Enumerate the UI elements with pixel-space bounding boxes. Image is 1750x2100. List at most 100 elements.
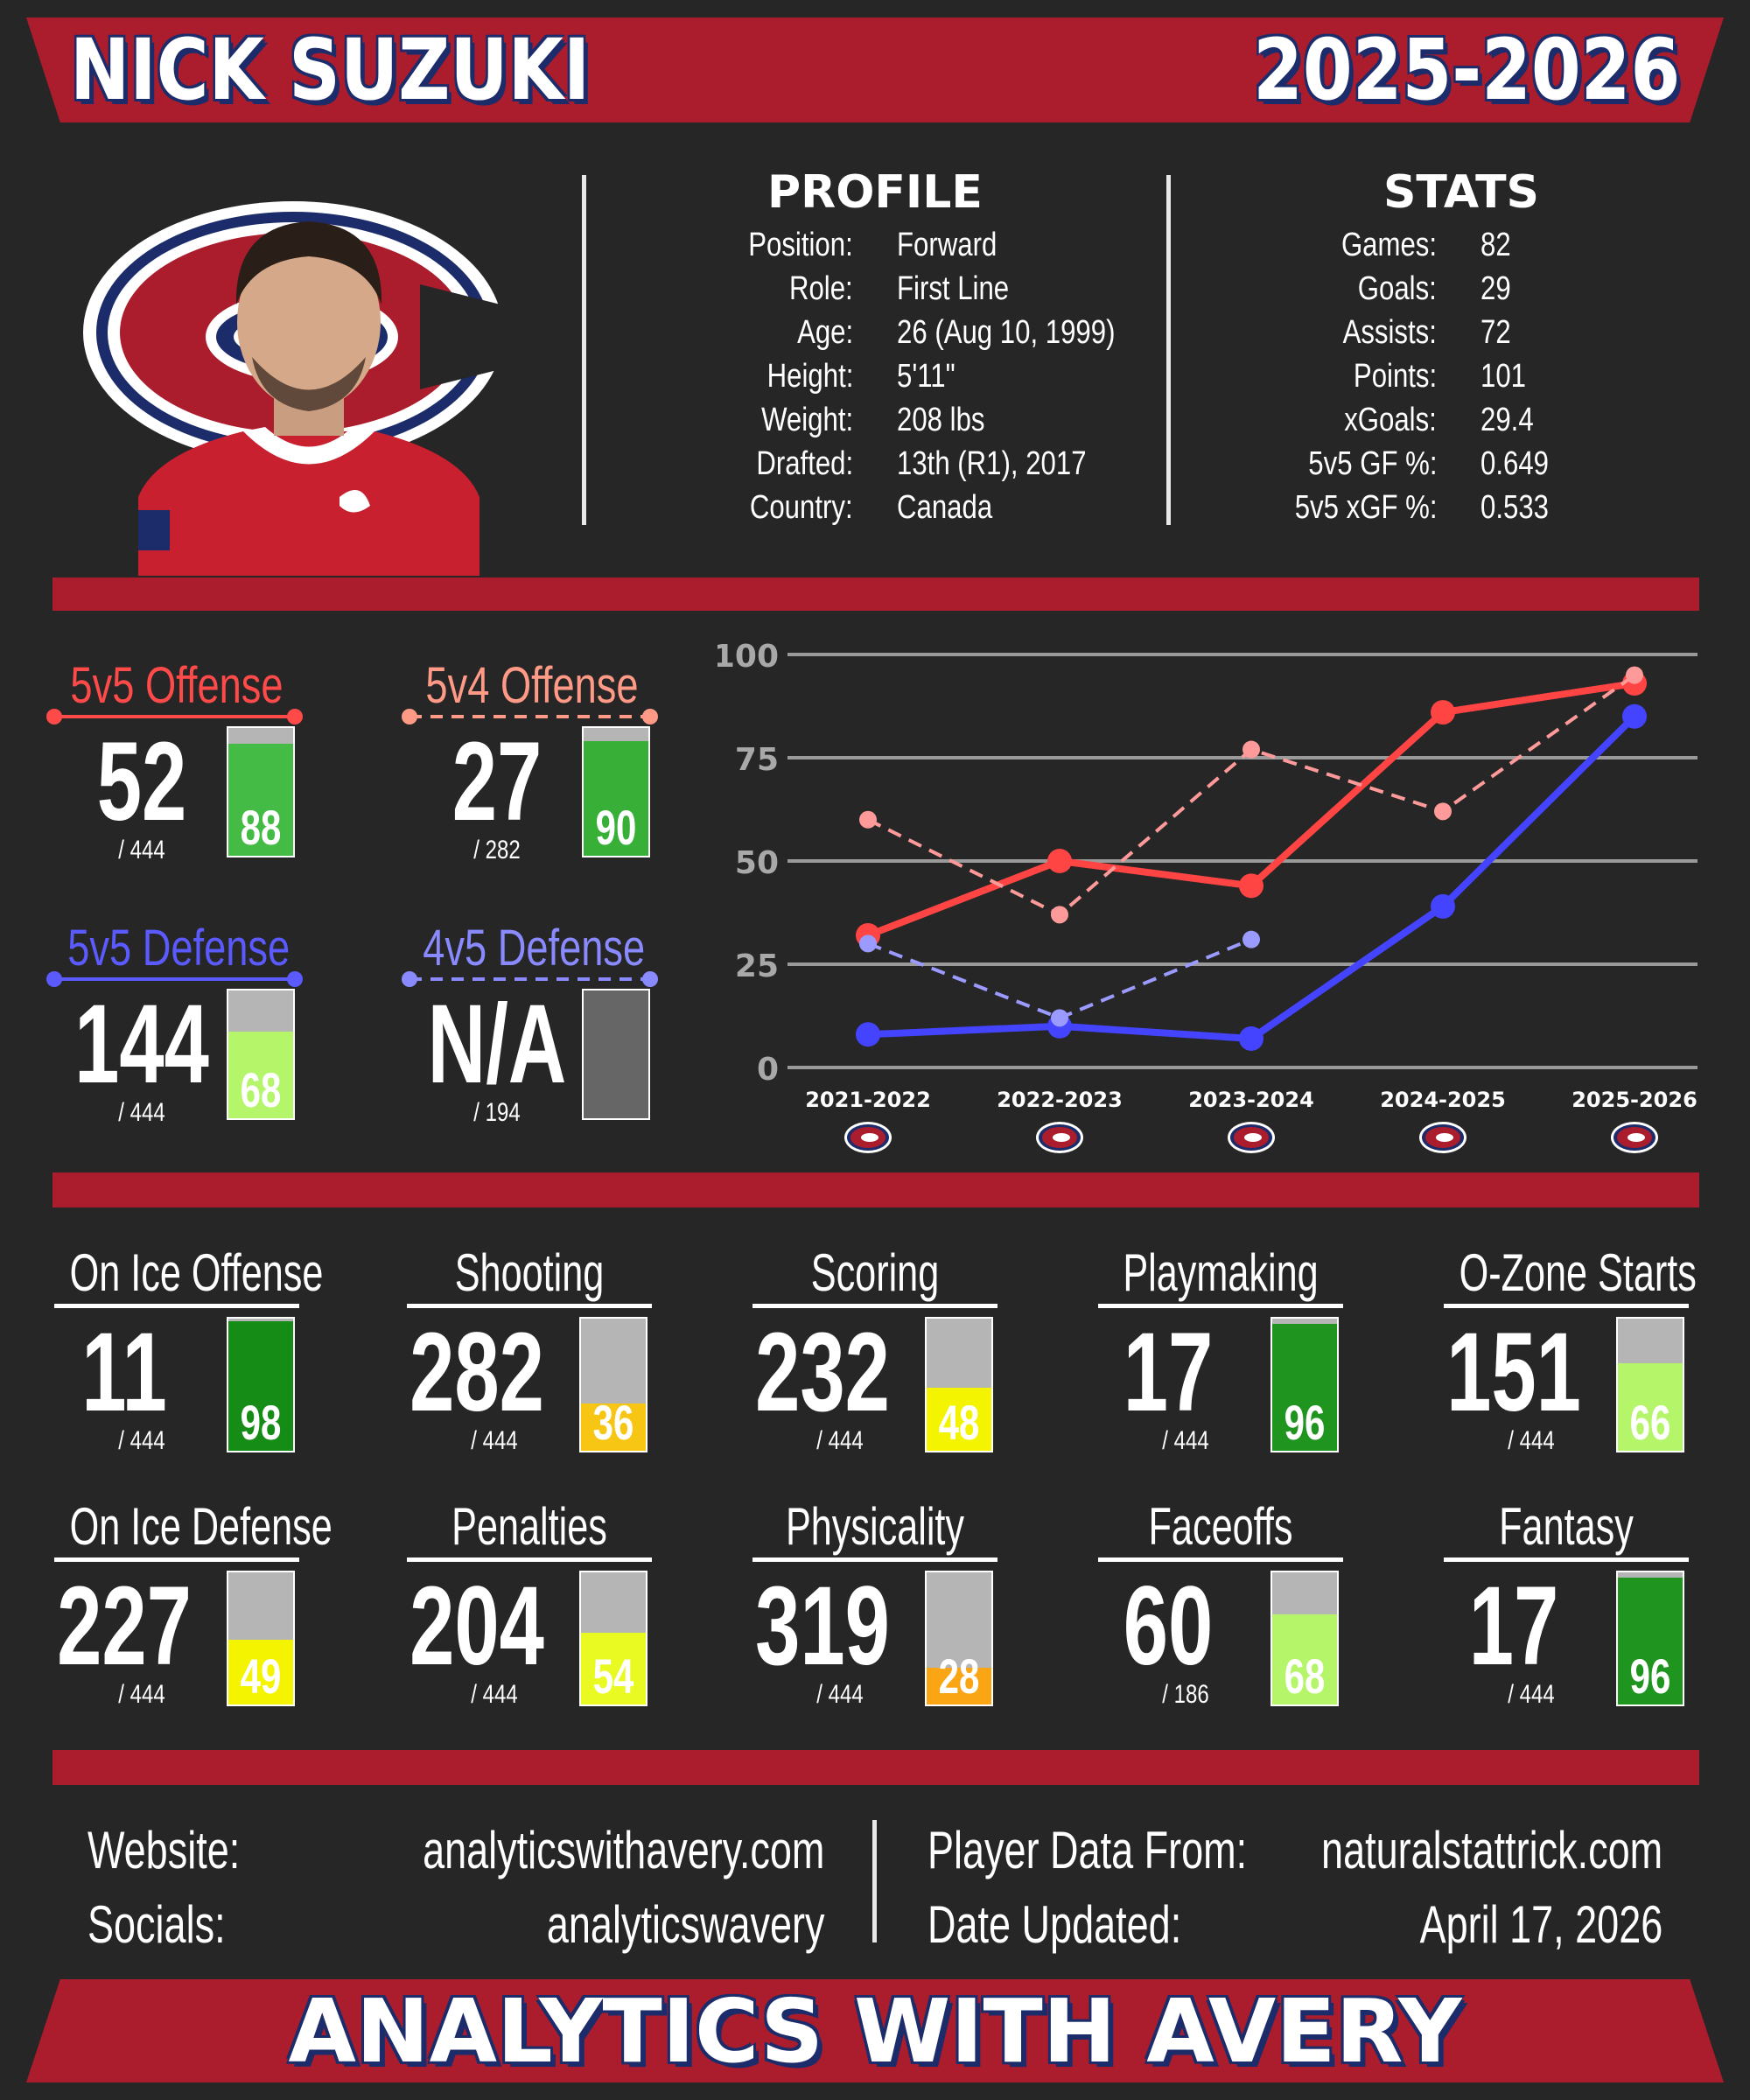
- profile-value: 5'11": [897, 358, 956, 395]
- category-rank-total: / 444: [471, 1680, 518, 1709]
- footer-divider: [872, 1820, 877, 1942]
- series-point: [1051, 906, 1068, 924]
- category-percentile-value: 68: [1284, 1648, 1326, 1704]
- category-rank-total: / 444: [816, 1680, 864, 1709]
- profile-label: Height:: [766, 358, 853, 395]
- x-tick-label: 2023-2024: [1188, 1088, 1314, 1112]
- category-rank-total: / 444: [1508, 1680, 1555, 1709]
- metric-rank-total: / 444: [118, 1098, 165, 1127]
- team-logo-icon: [1419, 1122, 1466, 1153]
- metric-underline-dot-right: [642, 709, 658, 724]
- category-percentile-bar: 96: [1616, 1571, 1684, 1706]
- category-percentile-fill: [228, 1640, 293, 1704]
- y-tick-label: 100: [718, 639, 779, 675]
- trend-chart: 0 25 50 75 100 2021-2022 2022-2023 2023-2024 202…: [718, 639, 1698, 1153]
- logo-ring: [861, 1133, 878, 1142]
- section-divider-2: [52, 1172, 1699, 1208]
- category-percentile-value: 96: [1284, 1395, 1326, 1450]
- metric-title: 5v4 Offense: [425, 657, 639, 714]
- series-point: [1626, 666, 1643, 684]
- category-rank: 60: [1123, 1564, 1214, 1689]
- category-title: Fantasy: [1499, 1497, 1634, 1556]
- category-rank: 204: [410, 1564, 544, 1689]
- category-title: On Ice Offense: [69, 1243, 324, 1302]
- series-point: [1434, 802, 1452, 821]
- y-tick-label: 0: [757, 1052, 779, 1088]
- category-percentile-value: 54: [592, 1648, 634, 1704]
- category-underline: [1444, 1304, 1689, 1308]
- category-percentile-fill: [1618, 1578, 1683, 1704]
- series-point: [1239, 873, 1264, 899]
- y-tick-label: 25: [735, 948, 779, 984]
- category-underline: [752, 1558, 998, 1562]
- logo-ring: [1053, 1133, 1070, 1142]
- socials-handle[interactable]: analyticswavery: [546, 1895, 824, 1954]
- section-divider-1: [52, 578, 1699, 611]
- data-source-label: Player Data From:: [928, 1821, 1248, 1880]
- x-tick-label: 2022-2023: [997, 1088, 1123, 1112]
- stats-value: 29: [1480, 270, 1511, 307]
- profile-label: Drafted:: [756, 445, 853, 482]
- series-point: [1239, 1026, 1264, 1051]
- category-percentile-value: 28: [938, 1648, 980, 1704]
- category-percentile-fill: [927, 1387, 991, 1451]
- profile-value: 13th (R1), 2017: [897, 445, 1087, 482]
- metric-underline-dot-left: [46, 709, 62, 724]
- team-logo-icon: [1611, 1122, 1658, 1153]
- metric-underline-dot-right: [287, 971, 303, 987]
- category-percentile-bar: 49: [227, 1571, 295, 1706]
- x-tick-label: 2025-2026: [1572, 1088, 1698, 1112]
- metric-underline-dot-right: [287, 709, 303, 724]
- metric-rank: 52: [96, 719, 187, 844]
- category-percentile-bar: 54: [579, 1571, 648, 1706]
- metric-rank: 144: [74, 982, 209, 1107]
- player-name: NICK SUZUKI: [70, 21, 591, 119]
- stats-value: 82: [1480, 227, 1511, 263]
- category-percentile-value: 36: [592, 1395, 634, 1450]
- stats-value: 0.649: [1480, 445, 1549, 482]
- series-point: [1051, 1009, 1068, 1027]
- metric-percentile-fill: [228, 1031, 293, 1118]
- category-percentile-bar: 68: [1270, 1571, 1339, 1706]
- y-tick-label: 75: [735, 742, 779, 778]
- metric-rank-total: / 282: [473, 836, 521, 864]
- logo-ring: [1244, 1133, 1262, 1142]
- socials-label: Socials:: [88, 1895, 226, 1954]
- category-title: Penalties: [452, 1497, 607, 1556]
- category-rank: 151: [1446, 1310, 1581, 1435]
- category-rank: 11: [81, 1310, 167, 1435]
- stats-value: 101: [1480, 358, 1526, 395]
- category-percentile-bar: 48: [925, 1317, 993, 1452]
- section-divider-3: [52, 1750, 1699, 1785]
- profile-value: Forward: [897, 227, 998, 263]
- metric-underline: [46, 709, 303, 724]
- metric-rank-total: / 194: [473, 1098, 521, 1127]
- category-title: Playmaking: [1123, 1243, 1319, 1302]
- metric-underline-dot-right: [642, 971, 658, 987]
- category-rank: 17: [1468, 1564, 1559, 1689]
- metric-percentile-bar: 88: [227, 726, 295, 858]
- category-rank: 17: [1123, 1310, 1214, 1435]
- data-source-link[interactable]: naturalstattrick.com: [1320, 1821, 1662, 1880]
- series-line: [867, 937, 1252, 1020]
- category-percentile-value: 66: [1629, 1395, 1671, 1450]
- metric-percentile-bar: 68: [227, 989, 295, 1120]
- profile-label: Position:: [748, 227, 853, 263]
- website-link[interactable]: analyticswithavery.com: [422, 1821, 824, 1880]
- profile-label: Weight:: [760, 402, 853, 438]
- metric-rank: 27: [452, 719, 542, 844]
- stats-value: 0.533: [1480, 489, 1549, 526]
- category-underline: [1098, 1304, 1343, 1308]
- metric-percentile-value: 90: [595, 800, 637, 855]
- stats-label: Assists:: [1342, 314, 1437, 351]
- profile-divider-right: [1166, 175, 1171, 525]
- stats-label: Points:: [1353, 358, 1437, 395]
- category-percentile-fill: [228, 1321, 293, 1451]
- series-point: [1431, 700, 1455, 725]
- category-title: Shooting: [454, 1243, 605, 1302]
- metric-percentile-bar: 90: [582, 726, 650, 858]
- season-label: 2025-2026: [1252, 21, 1680, 119]
- category-percentile-value: 98: [240, 1395, 282, 1450]
- team-logo-icon: [844, 1122, 892, 1153]
- stats-label: xGoals:: [1344, 402, 1437, 438]
